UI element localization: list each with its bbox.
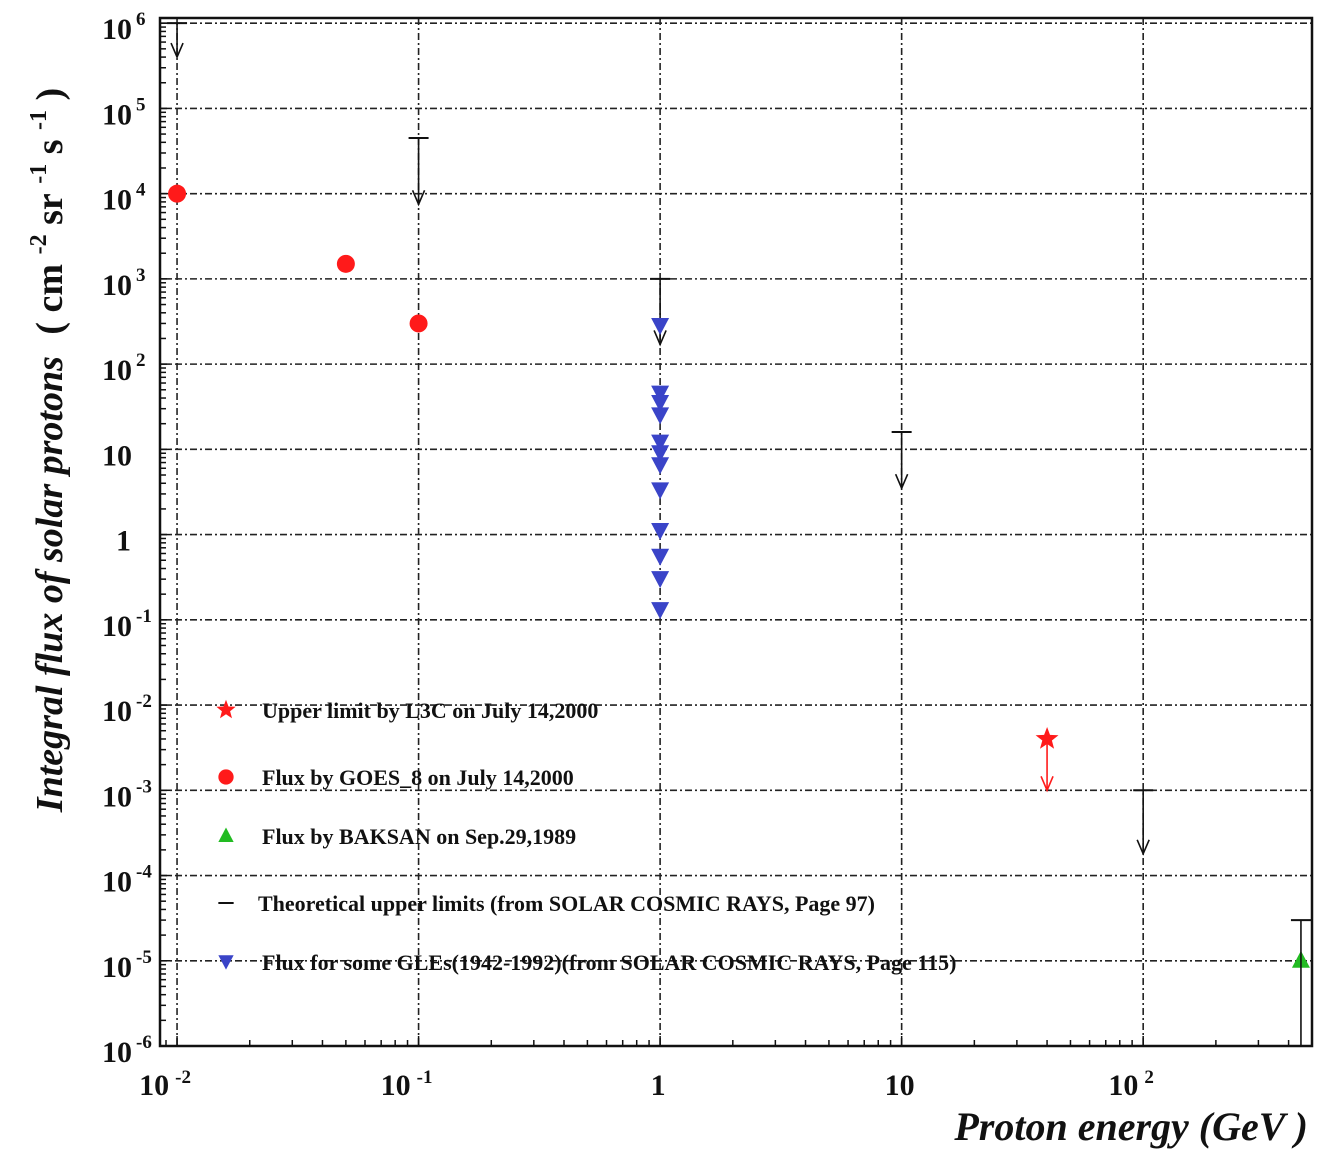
plot-frame (158, 16, 1314, 1048)
legend-marker (218, 769, 234, 785)
series-triangle-down (651, 318, 670, 620)
x-tick-label: 10 -1 (381, 1067, 433, 1102)
data-point (651, 394, 670, 412)
arrow-head (170, 42, 184, 60)
data-point (651, 548, 670, 566)
data-point (409, 314, 428, 333)
y-axis-unit-exp-2: -1 (26, 164, 52, 184)
y-tick-exponent: -3 (136, 776, 152, 797)
y-tick-label: 10 -5 (102, 947, 152, 984)
data-point (651, 602, 670, 620)
y-tick-label: 10 5 (102, 94, 146, 131)
y-tick-exponent: 5 (136, 94, 146, 115)
y-axis-unit-close: ) (29, 88, 71, 101)
y-tick-exponent: -6 (136, 1032, 152, 1053)
y-tick-label: 10 3 (102, 265, 146, 302)
legend-label: Flux for some GLEs(1942-1992)(from SOLAR… (262, 950, 956, 975)
y-tick-label: 10 -3 (102, 776, 152, 813)
data-point (651, 318, 670, 336)
data-point (336, 254, 355, 273)
arrow-head (411, 189, 426, 207)
legend-item: Flux by GOES_8 on July 14,2000 (218, 765, 574, 790)
arrow-head (894, 473, 909, 491)
series-hbar (167, 22, 1311, 1046)
legend-label: Flux by GOES_8 on July 14,2000 (262, 765, 574, 790)
y-tick-exponent: 6 (136, 9, 146, 30)
arrow-head (1136, 839, 1150, 856)
series-circle (168, 184, 428, 333)
x-tick-exponent: 2 (1144, 1067, 1154, 1088)
x-tick-label: 10 (885, 1069, 915, 1102)
x-tick-exponent: -2 (175, 1067, 191, 1088)
data-point (651, 434, 670, 452)
data-point (168, 184, 187, 203)
x-axis-title: Proton energy (GeV ) (953, 1104, 1308, 1149)
legend-item: Flux for some GLEs(1942-1992)(from SOLAR… (218, 950, 956, 975)
y-tick-label: 10 2 (102, 350, 146, 387)
legend-marker (218, 955, 234, 970)
legend-item: Theoretical upper limits (from SOLAR COS… (218, 891, 875, 916)
y-tick-label: 10 -6 (102, 1032, 152, 1069)
y-tick-exponent: 2 (136, 350, 146, 371)
y-tick-exponent: -2 (136, 691, 152, 712)
y-tick-exponent: 3 (136, 265, 146, 286)
y-tick-label: 10 -2 (102, 691, 152, 728)
y-tick-label: 1 (116, 525, 131, 558)
y-axis-unit-s: s (29, 139, 71, 154)
y-axis-title-text: Integral flux of solar protons (29, 356, 71, 813)
legend-marker (218, 827, 234, 842)
data-point (1035, 727, 1059, 749)
x-tick-exponent: -1 (417, 1067, 433, 1088)
y-tick-label: 10 6 (102, 9, 146, 46)
y-tick-exponent: -5 (136, 947, 152, 968)
y-tick-label: 10 4 (102, 180, 146, 217)
y-tick-exponent: -4 (136, 862, 152, 883)
y-tick-exponent: 4 (136, 180, 146, 201)
legend-label: Flux by BAKSAN on Sep.29,1989 (262, 824, 576, 849)
y-axis-unit-exp-1: -2 (26, 234, 52, 254)
data-point (651, 445, 670, 463)
y-axis-unit-sr: sr (29, 193, 71, 225)
data-point (651, 385, 670, 403)
y-axis-title: Integral flux of solar protons ( cm -2 s… (13, 88, 71, 813)
legend-item: Upper limit by L3C on July 14,2000 (216, 698, 598, 723)
data-point (651, 407, 670, 425)
legend-label: Upper limit by L3C on July 14,2000 (262, 698, 598, 723)
data-series (167, 22, 1311, 1046)
x-tick-label: 10 -2 (139, 1067, 191, 1102)
legend-marker (216, 699, 236, 719)
arrow-head (653, 330, 667, 347)
y-tick-exponent: -1 (136, 606, 152, 627)
y-axis-unit-open: ( cm (29, 264, 71, 335)
arrow-head (1040, 775, 1054, 793)
data-point (651, 457, 670, 475)
x-tick-label: 10 2 (1108, 1067, 1154, 1102)
y-axis-unit-exp-3: -1 (26, 110, 52, 130)
svg-text:Integral flux of solar protons: Integral flux of solar protons ( cm -2 s… (13, 88, 71, 813)
legend: Upper limit by L3C on July 14,2000 Flux b… (216, 698, 956, 975)
data-point (651, 571, 670, 589)
data-point (651, 482, 670, 500)
x-tick-labels: 10 -2 10 -1 1 10 10 2 (139, 1067, 1154, 1102)
y-tick-label: 10 (102, 439, 132, 472)
x-tick-label: 1 (651, 1069, 666, 1102)
y-tick-label: 10 -4 (102, 862, 152, 899)
series-star (1035, 727, 1059, 793)
y-tick-label: 10 -1 (102, 606, 152, 643)
legend-label: Theoretical upper limits (from SOLAR COS… (258, 891, 875, 916)
legend-item: Flux by BAKSAN on Sep.29,1989 (218, 824, 576, 849)
data-point (651, 523, 670, 541)
